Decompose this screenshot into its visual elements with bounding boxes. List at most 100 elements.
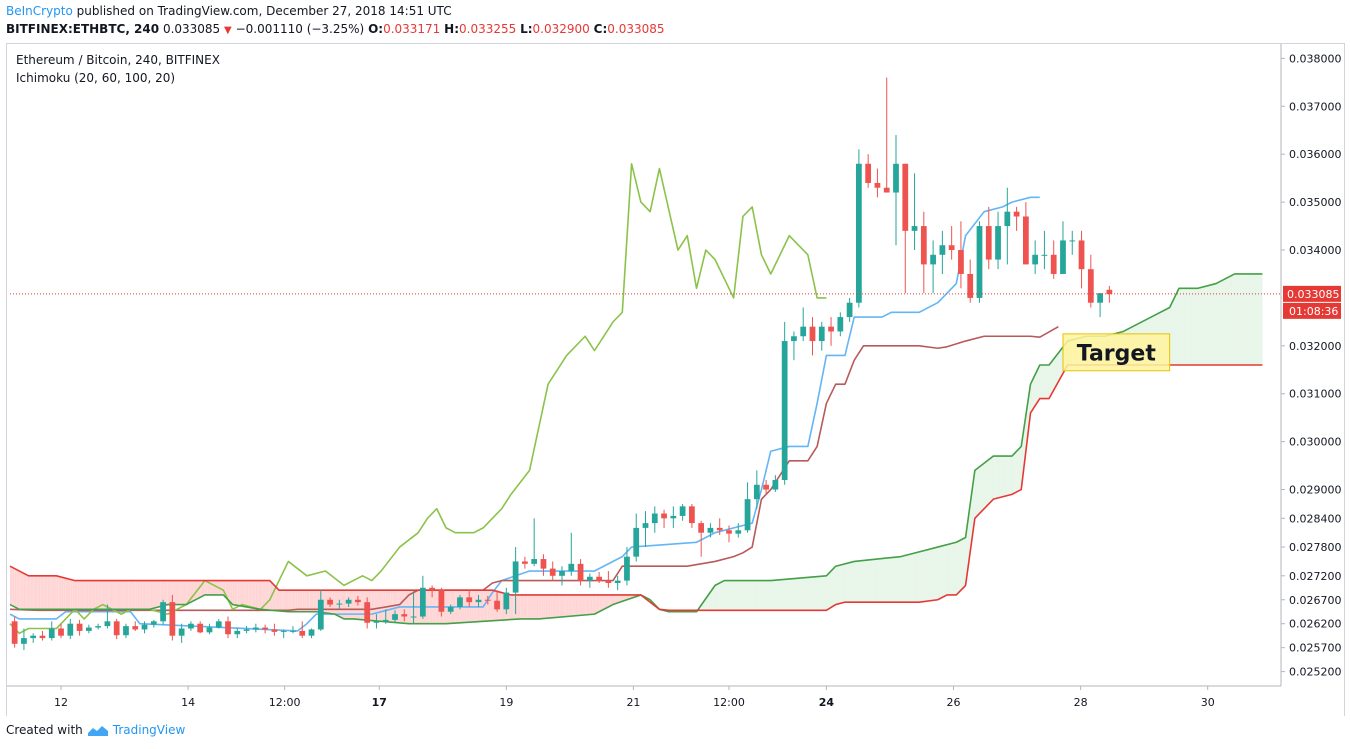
cloud-bullish-segment xyxy=(842,563,845,603)
countdown-badge xyxy=(1283,302,1341,319)
cloud-bearish-segment xyxy=(341,590,344,619)
cloud-bearish-segment xyxy=(476,590,479,622)
cloud-bullish-segment xyxy=(722,580,725,611)
candle-body xyxy=(568,563,575,572)
cloud-bearish-segment xyxy=(81,580,85,610)
candle-body xyxy=(707,527,714,533)
candle-body xyxy=(670,515,677,519)
candle-body xyxy=(967,273,974,298)
cloud-bullish-segment xyxy=(884,558,887,603)
candle xyxy=(317,590,324,631)
cloud-bullish-segment xyxy=(856,560,859,603)
cloud-bearish-segment xyxy=(146,580,150,610)
candle xyxy=(1004,187,1011,265)
cloud-bullish-segment xyxy=(902,555,906,603)
cloud-bearish-segment xyxy=(515,594,518,620)
candle-body xyxy=(392,614,398,620)
cloud-bullish-segment xyxy=(868,559,871,603)
candle-body xyxy=(930,254,936,265)
cloud-bearish-segment xyxy=(26,574,29,610)
candle xyxy=(1087,254,1094,308)
cloud-bearish-segment xyxy=(538,594,542,619)
candle-body xyxy=(781,341,788,480)
cloud-bearish-segment xyxy=(548,594,551,619)
cloud-bullish-segment xyxy=(1011,453,1015,495)
cloud-bullish-segment xyxy=(875,559,878,603)
candle-body xyxy=(364,602,371,623)
footer-brand[interactable]: TradingView xyxy=(112,723,186,737)
candle-body xyxy=(234,630,241,635)
candle-body xyxy=(744,499,751,531)
candle xyxy=(605,571,612,588)
candle xyxy=(215,618,222,629)
cloud-bearish-segment xyxy=(550,594,553,618)
cloud-bearish-segment xyxy=(510,594,514,620)
candle xyxy=(958,221,964,289)
cloud-bullish-segment xyxy=(863,560,866,603)
cloud-bearish-segment xyxy=(281,590,284,612)
cloud-bullish-segment xyxy=(991,456,994,502)
cloud-bearish-segment xyxy=(165,580,168,606)
cloud-bearish-segment xyxy=(355,590,358,620)
cloud-bearish-segment xyxy=(487,590,491,622)
cloud-bullish-segment xyxy=(1236,273,1240,365)
cloud-bearish-segment xyxy=(37,575,41,610)
candle-body xyxy=(401,614,408,617)
cloud-bearish-segment xyxy=(606,594,609,609)
candle-body xyxy=(735,530,742,534)
cloud-bearish-segment xyxy=(130,580,133,610)
cloud-bullish-segment xyxy=(986,459,989,507)
countdown-badge-text: 01:08:36 xyxy=(1289,305,1338,318)
cloud-bearish-segment xyxy=(207,580,210,595)
target-box xyxy=(1062,333,1171,372)
cloud-bullish-segment xyxy=(861,560,864,603)
cloud-bullish-segment xyxy=(828,571,832,609)
cloud-bullish-segment xyxy=(719,581,723,611)
cloud-bullish-segment xyxy=(1004,456,1008,497)
cloud-bullish-segment xyxy=(1211,284,1214,365)
cloud-bullish-segment xyxy=(854,561,857,603)
candle-body xyxy=(466,597,473,603)
brand-link[interactable]: BeInCrypto xyxy=(6,4,73,18)
candle xyxy=(364,597,371,629)
y-tick-label: 0.034000 xyxy=(1289,244,1342,257)
candle-body xyxy=(123,626,129,636)
candle-body xyxy=(317,599,324,630)
cloud-bearish-segment xyxy=(557,594,560,618)
candle-body xyxy=(911,226,918,231)
candle-body xyxy=(150,621,157,625)
cloud-bullish-segment xyxy=(1227,276,1230,365)
candle xyxy=(85,624,92,634)
x-tick-label: 12 xyxy=(54,696,68,709)
cloud-bullish-segment xyxy=(742,580,746,611)
cloud-bearish-segment xyxy=(332,590,335,615)
cloud-bearish-segment xyxy=(578,594,581,616)
cloud-bearish-segment xyxy=(286,590,289,612)
cloud-bearish-segment xyxy=(587,594,590,615)
candle xyxy=(828,317,834,346)
cloud-bearish-segment xyxy=(369,590,372,621)
candle-body xyxy=(633,527,640,557)
cloud-bearish-segment xyxy=(622,594,625,602)
cloud-bearish-segment xyxy=(571,594,574,617)
publish-text: published on TradingView.com, December 2… xyxy=(76,4,452,18)
cloud-bullish-segment xyxy=(1239,273,1242,365)
cloud-bullish-segment xyxy=(993,456,996,500)
candle xyxy=(271,623,278,636)
candle xyxy=(39,630,46,641)
candle xyxy=(169,594,176,641)
cloud-bullish-segment xyxy=(1039,365,1043,399)
cloud-bullish-segment xyxy=(1018,446,1022,491)
y-tick-label: 0.030000 xyxy=(1289,436,1342,449)
cloud-bullish-segment xyxy=(784,579,787,611)
candle-body xyxy=(865,163,872,183)
x-tick-label: 28 xyxy=(1074,696,1088,709)
cloud-bearish-segment xyxy=(543,594,546,619)
cloud-bullish-segment xyxy=(710,588,713,611)
legend-indicator: Ichimoku (20, 60, 100, 20) xyxy=(16,71,175,85)
candle-body xyxy=(252,627,259,630)
candle xyxy=(624,547,630,586)
cloud-bullish-segment xyxy=(1169,302,1172,365)
cloud-bearish-segment xyxy=(19,571,22,610)
